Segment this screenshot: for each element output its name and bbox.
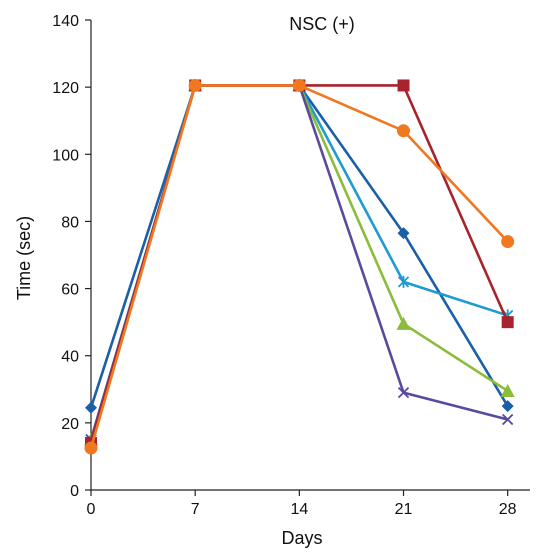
x-tick-label: 7 [191, 501, 200, 518]
y-tick-label: 100 [52, 147, 79, 164]
x-tick-label: 0 [87, 501, 96, 518]
series-5 [85, 79, 514, 449]
series-6-line [89, 84, 509, 449]
series-2-line [89, 84, 509, 441]
x-tick-label: 21 [395, 501, 413, 518]
data-point [188, 78, 202, 92]
series-1-line [89, 84, 509, 409]
data-point [84, 441, 98, 455]
series-3-line [89, 84, 509, 441]
data-point [397, 124, 411, 138]
data-point [397, 275, 410, 288]
y-tick-label: 120 [52, 80, 79, 97]
data-point [292, 78, 306, 92]
series-layer [84, 78, 515, 455]
x-tick-label: 14 [290, 501, 308, 518]
x-axis-title: Days [281, 528, 322, 548]
y-axis-title: Time (sec) [14, 216, 34, 300]
x-tick-label: 28 [499, 501, 517, 518]
data-point [501, 235, 515, 249]
series-5-line [89, 84, 509, 444]
data-point [396, 316, 411, 330]
data-point [500, 383, 515, 397]
data-point [501, 400, 514, 413]
data-point [397, 227, 410, 240]
y-tick-label: 80 [61, 214, 79, 231]
series-4 [85, 79, 514, 446]
series-3 [84, 78, 515, 446]
x-axis-ticks: 0 7 14 21 28 [87, 490, 517, 518]
chart-title: NSC (+) [289, 14, 355, 34]
data-point [397, 79, 410, 92]
y-axis-ticks: 0 20 40 60 80 100 120 140 [52, 13, 91, 500]
data-point [397, 387, 410, 399]
series-4-line [89, 84, 509, 441]
series-2 [85, 79, 514, 446]
y-tick-label: 60 [61, 282, 79, 299]
series-6 [84, 78, 515, 455]
y-tick-label: 20 [61, 416, 79, 433]
data-point [501, 316, 514, 329]
y-tick-label: 0 [70, 483, 79, 500]
y-tick-label: 40 [61, 349, 79, 366]
data-point [502, 413, 514, 426]
data-point [85, 401, 97, 414]
y-tick-label: 140 [52, 13, 79, 30]
